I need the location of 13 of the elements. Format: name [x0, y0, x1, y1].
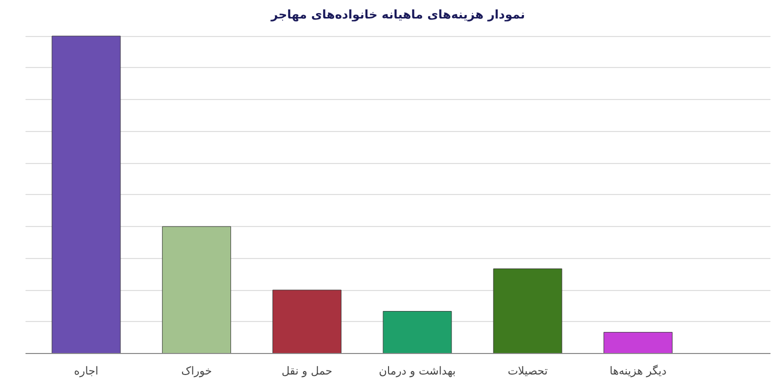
x-tick-label: تحصیلات: [508, 364, 548, 378]
bar: [162, 226, 232, 354]
bar: [604, 332, 673, 354]
bar: [272, 290, 342, 354]
bar: [52, 36, 121, 354]
bar: [493, 268, 562, 354]
x-tick-label: دیگر هزینه‌ها: [610, 364, 667, 378]
x-tick-label: خوراک: [181, 364, 212, 378]
x-tick-label: بهداشت و درمان: [378, 364, 456, 378]
x-tick-label: حمل و نقل: [282, 364, 332, 378]
bar: [382, 311, 452, 354]
x-tick-label: اجاره: [74, 364, 98, 378]
chart-title: نمودار هزینه‌های ماهیانه خانواده‌های مهاجر: [270, 8, 526, 22]
